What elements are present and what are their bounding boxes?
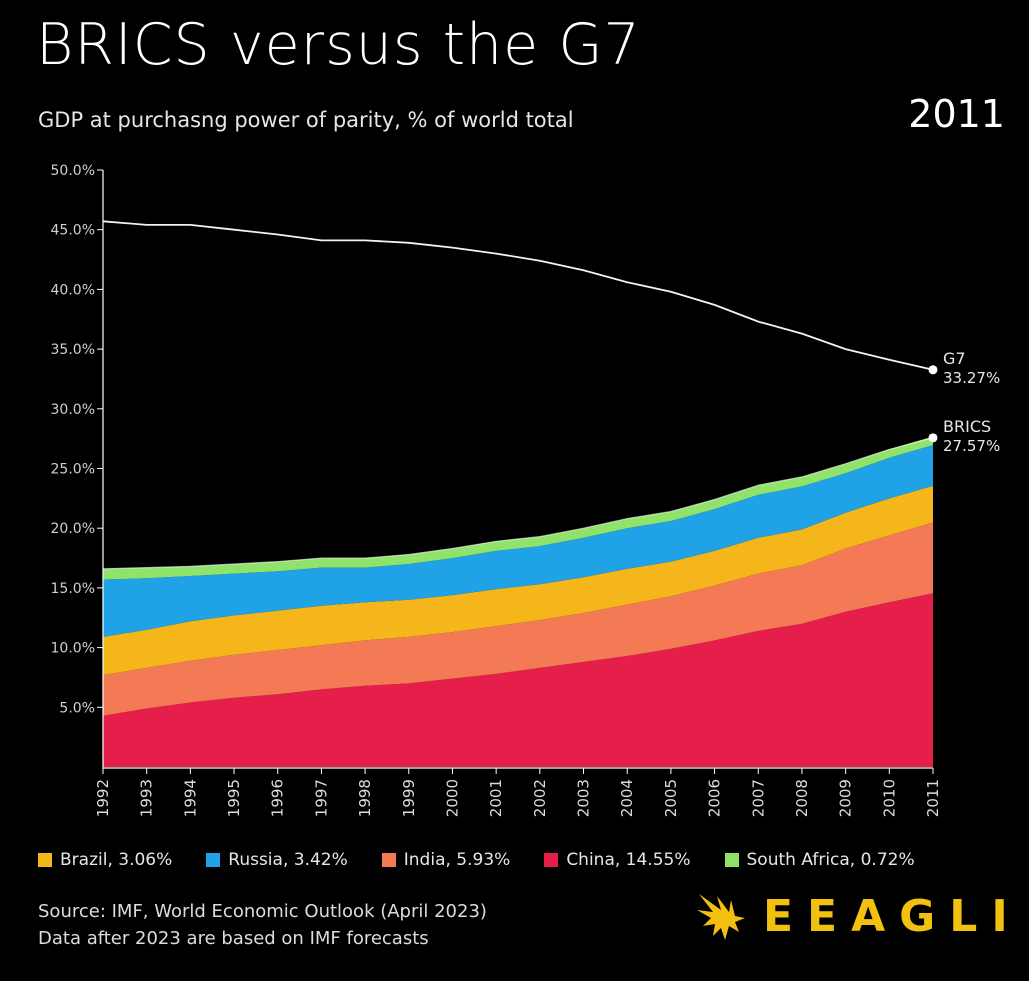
area-russia — [103, 445, 933, 637]
x-tick-label: 2001 — [487, 779, 505, 817]
x-tick-label: 2007 — [749, 779, 767, 817]
x-tick-label: 1993 — [138, 779, 156, 817]
g7-end-label: G7 — [943, 349, 966, 368]
y-tick-label: 40.0% — [51, 282, 95, 298]
chart-title: BRICS versus the G7 — [36, 12, 641, 78]
source-note: Source: IMF, World Economic Outlook (Apr… — [38, 898, 487, 952]
y-tick-label: 45.0% — [51, 223, 95, 239]
legend-swatch-south-africa — [724, 853, 739, 867]
legend-label-russia: Russia, 3.42% — [228, 850, 348, 870]
legend-label-south-africa: South Africa, 0.72% — [746, 850, 915, 870]
legend-swatch-brazil — [38, 853, 52, 867]
legend-label-brazil: Brazil, 3.06% — [60, 850, 173, 870]
x-tick-label: 1992 — [94, 779, 112, 817]
current-year-label: 2011 — [908, 92, 1005, 136]
x-tick-label: 1994 — [181, 779, 199, 817]
y-tick-label: 20.0% — [51, 521, 95, 537]
legend: Brazil, 3.06% Russia, 3.42% India, 5.93%… — [38, 850, 915, 870]
x-tick-label: 2000 — [443, 779, 461, 817]
brics-end-value: 27.57% — [943, 437, 1000, 455]
x-tick-label: 2009 — [837, 779, 855, 817]
eagle-icon — [697, 894, 745, 940]
legend-item-china: China, 14.55% — [544, 850, 691, 870]
x-tick-label: 2002 — [531, 779, 549, 817]
x-tick-label: 1999 — [400, 779, 418, 817]
y-tick-label: 35.0% — [51, 342, 95, 358]
brics-end-label: BRICS — [943, 417, 991, 436]
x-tick-label: 2008 — [793, 779, 811, 817]
eeagli-logo: EEAGLI — [695, 888, 1022, 944]
source-line: Source: IMF, World Economic Outlook (Apr… — [38, 901, 487, 922]
legend-swatch-india — [381, 853, 396, 867]
legend-item-india: India, 5.93% — [381, 850, 511, 870]
g7-endpoint — [928, 365, 938, 375]
brics-line — [102, 437, 934, 570]
x-tick-label: 1996 — [269, 779, 287, 817]
g7-line — [102, 220, 934, 371]
brics-endpoint — [928, 433, 938, 443]
g7-end-value: 33.27% — [943, 369, 1000, 387]
y-tick-label: 15.0% — [51, 581, 95, 597]
chart-subtitle: GDP at purchasng power of parity, % of w… — [38, 108, 574, 132]
legend-swatch-china — [544, 853, 559, 867]
area-brazil — [103, 485, 933, 676]
x-tick-label: 1998 — [356, 779, 374, 817]
x-tick-label: 1995 — [225, 779, 243, 817]
y-tick-label: 10.0% — [51, 641, 95, 657]
forecast-note: Data after 2023 are based on IMF forecas… — [38, 928, 429, 949]
legend-item-russia: Russia, 3.42% — [206, 850, 348, 870]
y-tick-label: 50.0% — [51, 163, 95, 179]
legend-item-brazil: Brazil, 3.06% — [38, 850, 172, 870]
x-tick-label: 2003 — [575, 779, 593, 817]
x-tick-label: 2010 — [880, 779, 898, 817]
legend-label-china: China, 14.55% — [566, 850, 691, 870]
x-tick-label: 2006 — [706, 779, 724, 817]
x-tick-label: 1997 — [312, 779, 330, 817]
y-tick-label: 25.0% — [51, 462, 95, 478]
legend-item-south-africa: South Africa, 0.72% — [724, 850, 915, 870]
legend-label-india: India, 5.93% — [403, 850, 511, 870]
y-tick-label: 30.0% — [51, 402, 95, 418]
logo-text: EEAGLI — [763, 890, 1022, 942]
area-china — [103, 593, 933, 767]
x-tick-label: 2005 — [662, 779, 680, 817]
legend-swatch-russia — [206, 853, 221, 867]
y-tick-label: 5.0% — [59, 700, 95, 716]
area-india — [103, 522, 933, 716]
stacked-area-chart: 5.0% 10.0% 15.0% 20.0% 25.0% 30.0% 35.0% 40.0% 4… — [51, 163, 1001, 817]
x-tick-label: 2011 — [924, 779, 942, 817]
x-tick-label: 2004 — [618, 779, 636, 817]
